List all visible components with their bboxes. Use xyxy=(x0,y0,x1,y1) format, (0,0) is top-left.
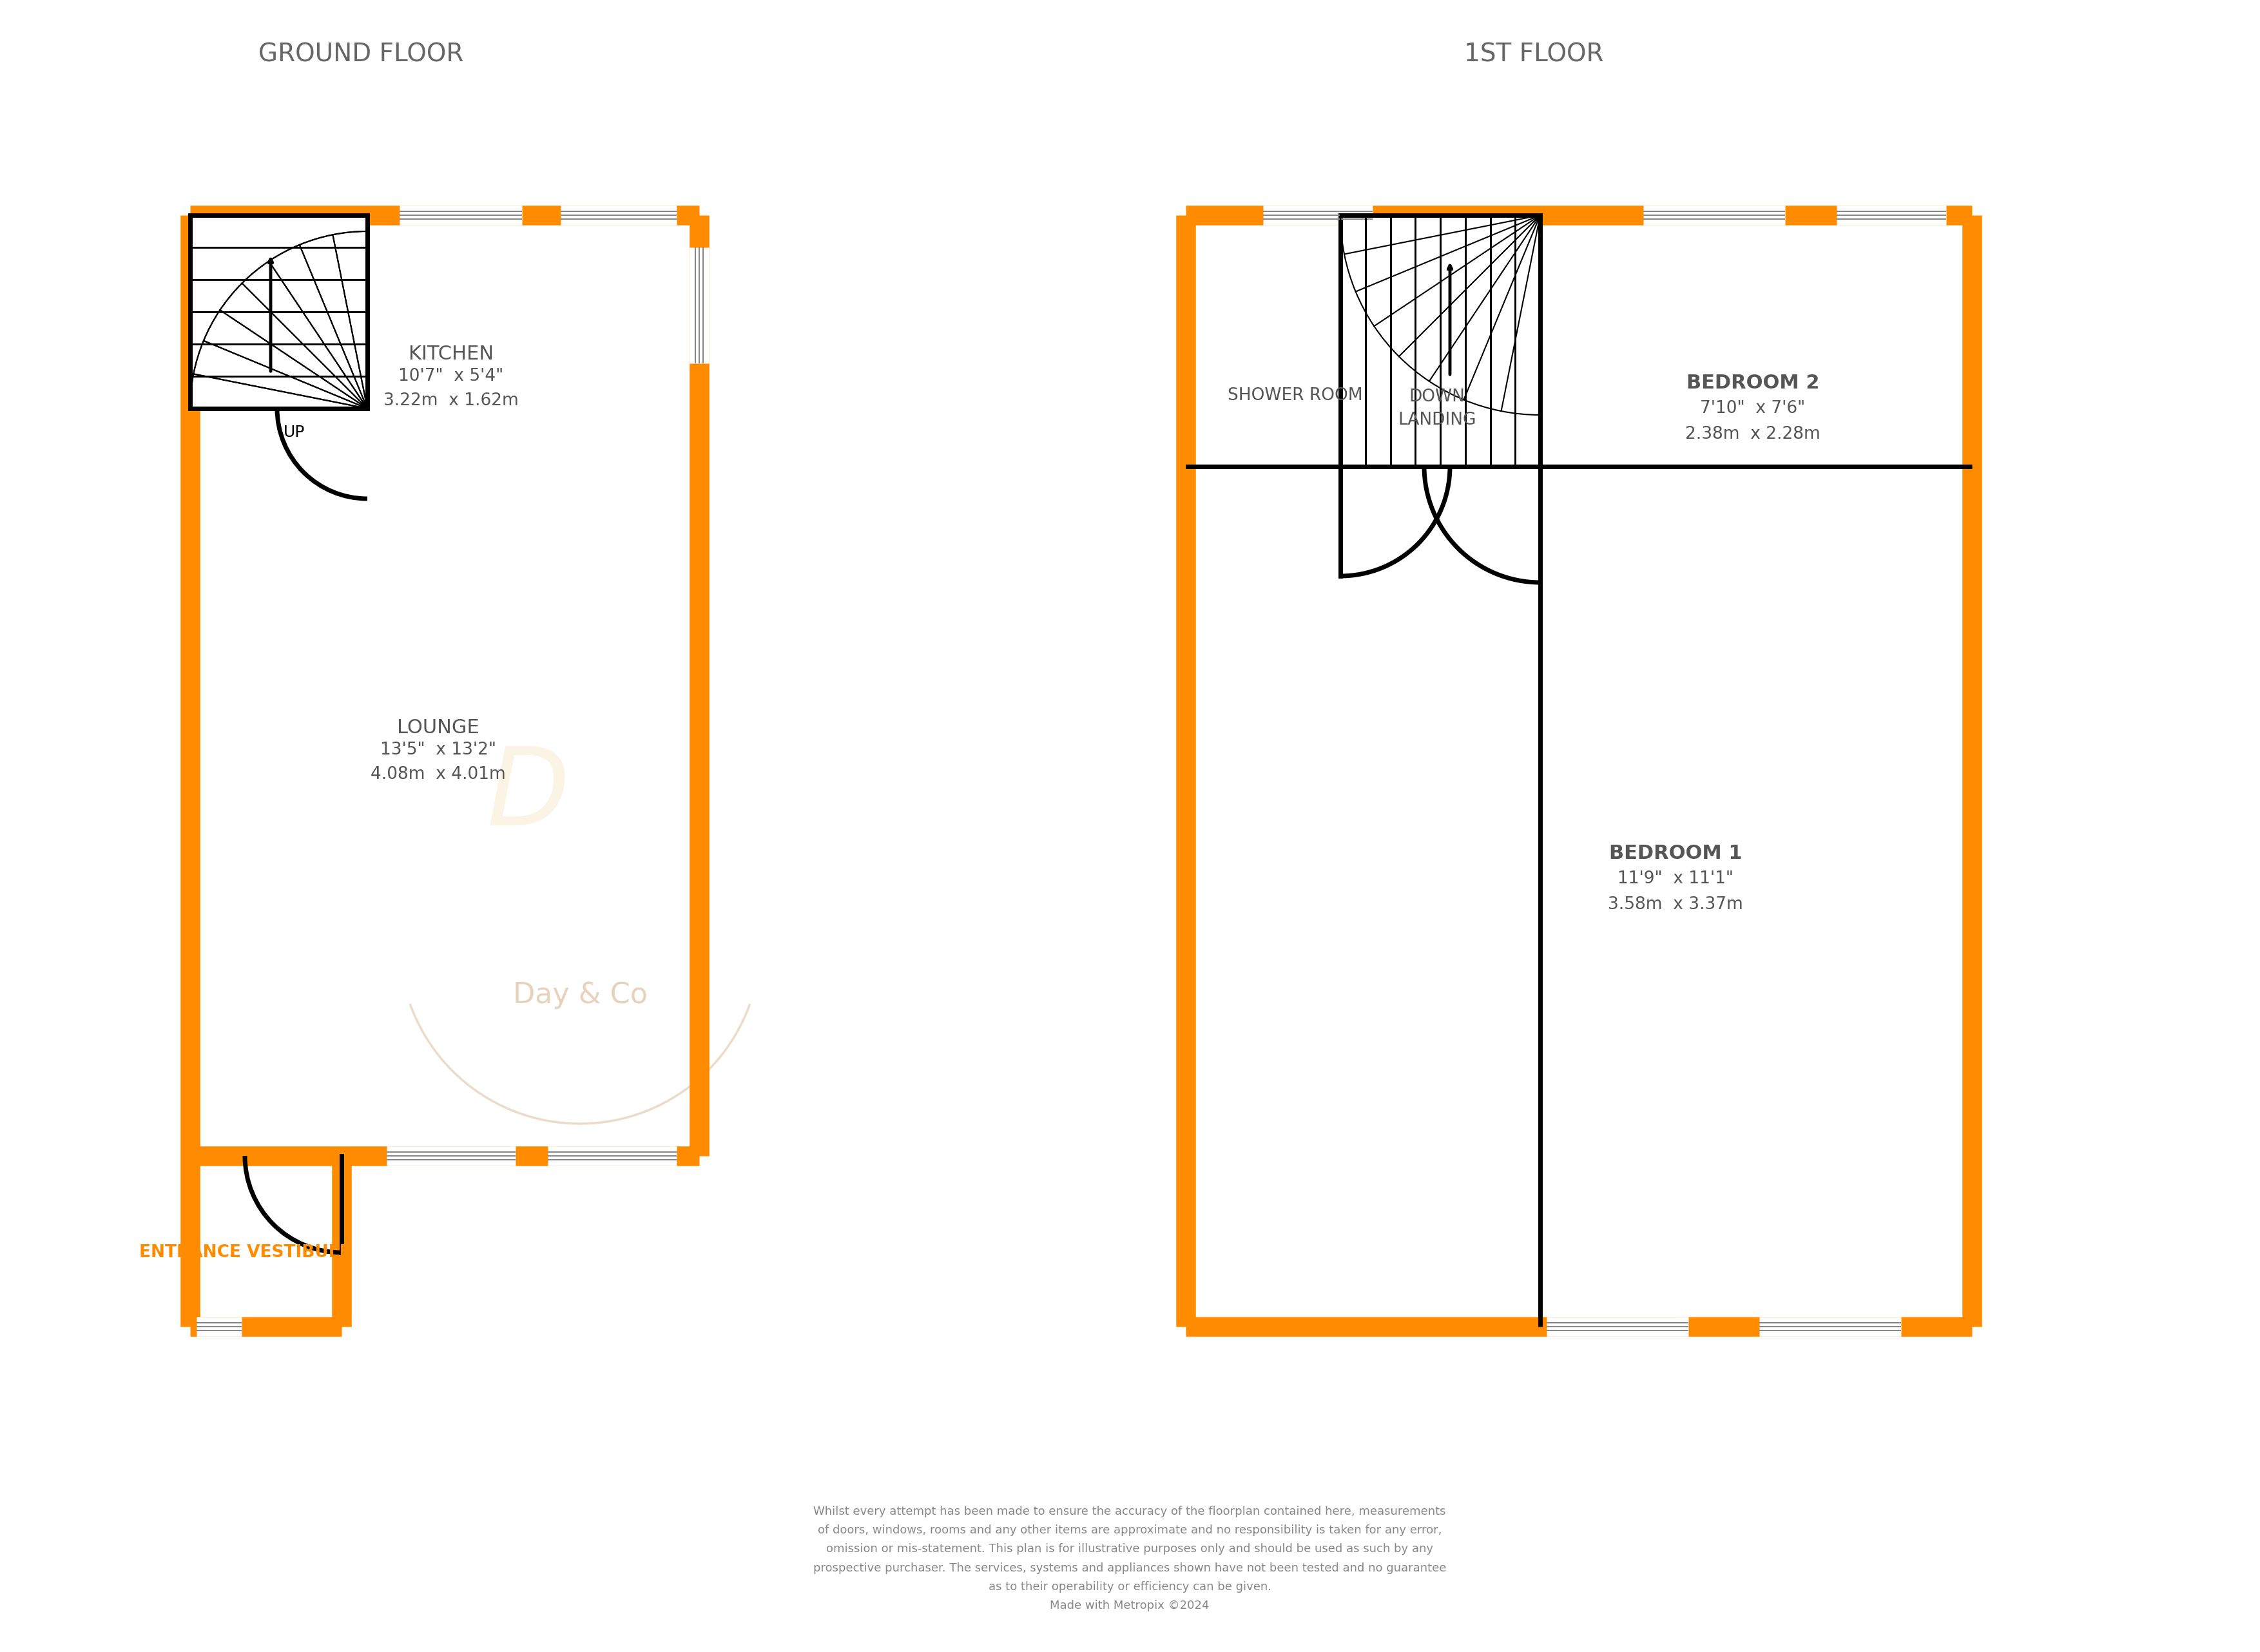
Text: 7'10"  x 7'6": 7'10" x 7'6" xyxy=(1700,400,1806,416)
Text: KITCHEN: KITCHEN xyxy=(409,344,493,363)
Bar xyxy=(190,215,368,408)
Text: UP: UP xyxy=(282,425,305,439)
Text: Day & Co: Day & Co xyxy=(513,981,646,1009)
Text: SHOWER ROOM: SHOWER ROOM xyxy=(1227,387,1363,405)
Text: ENTRANCE VESTIBULE: ENTRANCE VESTIBULE xyxy=(140,1244,350,1260)
Text: 10'7"  x 5'4": 10'7" x 5'4" xyxy=(398,368,504,385)
Text: 1ST FLOOR: 1ST FLOOR xyxy=(1464,41,1605,66)
Text: LANDING: LANDING xyxy=(1399,411,1476,428)
Text: 2.38m  x 2.28m: 2.38m x 2.28m xyxy=(1686,426,1819,443)
Text: BEDROOM 1: BEDROOM 1 xyxy=(1609,844,1742,862)
Text: DOWN: DOWN xyxy=(1408,388,1464,405)
Text: Whilst every attempt has been made to ensure the accuracy of the floorplan conta: Whilst every attempt has been made to en… xyxy=(814,1505,1446,1611)
Text: BEDROOM 2: BEDROOM 2 xyxy=(1686,373,1819,392)
Text: 3.22m  x 1.62m: 3.22m x 1.62m xyxy=(384,393,520,410)
Text: GROUND FLOOR: GROUND FLOOR xyxy=(258,41,463,66)
Text: 4.08m  x 4.01m: 4.08m x 4.01m xyxy=(371,767,506,783)
Text: 3.58m  x 3.37m: 3.58m x 3.37m xyxy=(1607,897,1742,914)
Text: 11'9"  x 11'1": 11'9" x 11'1" xyxy=(1618,871,1733,887)
Text: LOUNGE: LOUNGE xyxy=(398,719,479,737)
Text: D: D xyxy=(488,742,570,847)
Bar xyxy=(1340,215,1539,466)
Text: 13'5"  x 13'2": 13'5" x 13'2" xyxy=(380,742,497,758)
